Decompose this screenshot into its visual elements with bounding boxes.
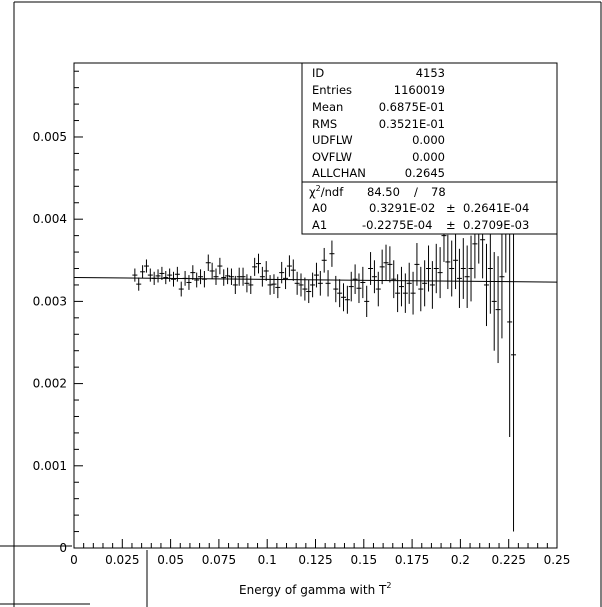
- x-axis-title-text: Energy of gamma with T: [239, 583, 387, 597]
- stats-value-ovflw: 0.000: [412, 150, 445, 164]
- y-tick-label: 0: [59, 541, 67, 555]
- x-axis-title: Energy of gamma with T2: [239, 581, 391, 597]
- stats-error-a1: 0.2709E-03: [463, 218, 529, 232]
- x-tick-label: 0.25: [544, 553, 571, 567]
- stats-chi2: χ2/ndf: [309, 184, 344, 199]
- stats-box-frame: [301, 62, 558, 235]
- stats-ndf-value: 78: [431, 185, 446, 199]
- stats-chi2-value: 84.50: [367, 185, 400, 199]
- stats-pm-a0: ±: [446, 201, 456, 215]
- stats-label-mean: Mean: [312, 100, 343, 114]
- stats-chi2-superscript: 2: [316, 184, 321, 193]
- stats-label-rms: RMS: [312, 117, 337, 131]
- stats-label-allchan: ALLCHAN: [312, 166, 366, 180]
- x-tick-label: 0.025: [105, 553, 139, 567]
- stats-chi2-symbol: χ: [309, 185, 316, 199]
- stats-label-id: ID: [312, 66, 324, 80]
- stats-label-a0: A0: [312, 201, 327, 215]
- stats-value-mean: 0.6875E-01: [379, 100, 445, 114]
- x-tick-label: 0.075: [202, 553, 236, 567]
- x-tick-label: 0.225: [492, 553, 526, 567]
- stats-pm-a1: ±: [446, 218, 456, 232]
- stats-label-entries: Entries: [312, 83, 352, 97]
- y-tick-label: 0.005: [33, 130, 67, 144]
- x-axis-title-superscript: 2: [386, 581, 391, 590]
- stats-box: ID 4153 Entries 1160019 Mean 0.6875E-01 …: [301, 62, 558, 235]
- x-tick-label: 0.125: [298, 553, 332, 567]
- x-tick-label: 0.05: [157, 553, 184, 567]
- x-tick-label: 0.15: [350, 553, 377, 567]
- y-tick-labels: 0 0.001 0.002 0.003 0.004 0.005: [33, 130, 67, 555]
- x-tick-labels: 0 0.025 0.05 0.075 0.1 0.125 0.15 0.175 0.2 0.225…: [70, 553, 570, 567]
- stats-error-a0: 0.2641E-04: [463, 201, 529, 215]
- x-tick-label: 0.175: [395, 553, 429, 567]
- y-tick-label: 0.002: [33, 377, 67, 391]
- stats-value-rms: 0.3521E-01: [379, 117, 445, 131]
- stats-value-allchan: 0.2645: [405, 166, 445, 180]
- stats-chi2-ndf-label: /ndf: [321, 185, 344, 199]
- stats-value-a0: 0.3291E-02: [369, 201, 435, 215]
- x-tick-label: 0: [70, 553, 78, 567]
- fit-line: [73, 276, 558, 283]
- stats-value-entries: 1160019: [394, 83, 445, 97]
- stats-value-a1: -0.2275E-04: [362, 218, 432, 232]
- stats-value-id: 4153: [416, 66, 445, 80]
- x-tick-label: 0.2: [451, 553, 470, 567]
- y-tick-label: 0.001: [33, 459, 67, 473]
- stats-label-a1: A1: [312, 218, 327, 232]
- x-tick-label: 0.1: [258, 553, 277, 567]
- stats-label-ovflw: OVFLW: [312, 150, 352, 164]
- stats-label-udflw: UDFLW: [312, 133, 353, 147]
- stats-chi2-slash: /: [414, 185, 418, 199]
- stats-value-udflw: 0.000: [412, 133, 445, 147]
- y-tick-label: 0.003: [33, 294, 67, 308]
- tick-marks: [73, 70, 558, 549]
- y-tick-label: 0.004: [33, 212, 67, 226]
